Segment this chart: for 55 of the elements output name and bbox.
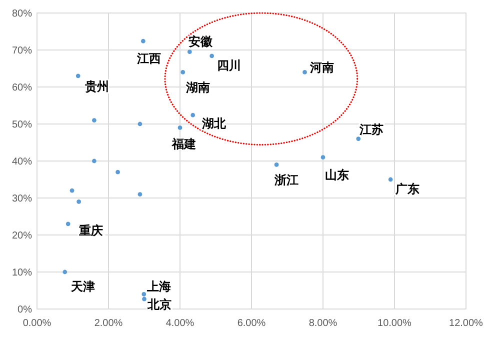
y-tick-label: 70% [12,46,32,56]
point [138,122,142,126]
point [92,158,96,164]
point [178,126,182,130]
x-tick-label: 0.00% [22,318,52,329]
y-tick-label: 20% [12,230,32,242]
point [92,118,96,122]
point [138,192,142,196]
point [76,74,80,78]
y-tick-label: 30% [12,194,32,204]
annotation: 浙江 [274,173,299,188]
x-tick-label: 8.00% [308,318,338,329]
point [142,292,146,296]
annotation: 贵州 [84,79,110,94]
y-tick-label: 10% [12,268,32,278]
y-tick-label: 60% [12,82,32,94]
annotation: 安徽 [188,34,214,48]
point [187,50,192,54]
annotation: 山东 [325,168,349,182]
y-tick-label: 40% [12,156,32,168]
point [190,112,196,118]
point [180,70,186,74]
point [116,170,120,174]
annotation: 江苏 [358,122,384,136]
point [66,222,70,226]
annotation: 广东 [394,182,420,196]
point [62,270,68,274]
point [76,200,82,204]
x-tick-label: 4.00% [166,318,194,329]
y-tick-label: 80% [12,8,32,20]
annotation: 北京 [146,298,172,312]
y-tick-label: 50% [12,120,32,130]
point [140,38,146,44]
point [70,188,74,193]
point [142,296,146,302]
y-tick-label: 0% [18,304,32,316]
annotation: 上海 [146,280,171,294]
annotation: 江西 [136,52,162,66]
x-tick-label: 10.00% [378,318,412,329]
annotation: 湖南 [184,80,210,95]
point [388,177,393,182]
point [320,155,326,160]
x-tick-label: 2.00% [94,318,123,329]
x-tick-label: 12.00% [449,318,484,329]
point [302,70,307,74]
annotation: 福建 [171,137,196,152]
annotation: 四川 [216,58,241,72]
x-tick-label: 6.00% [237,318,266,329]
point [356,136,361,141]
annotation: 湖北 [200,116,227,131]
annotation: 天津 [70,280,95,294]
point [274,162,279,167]
point [210,54,214,58]
annotation: 重庆 [78,223,104,238]
annotation: 河南 [308,60,334,75]
